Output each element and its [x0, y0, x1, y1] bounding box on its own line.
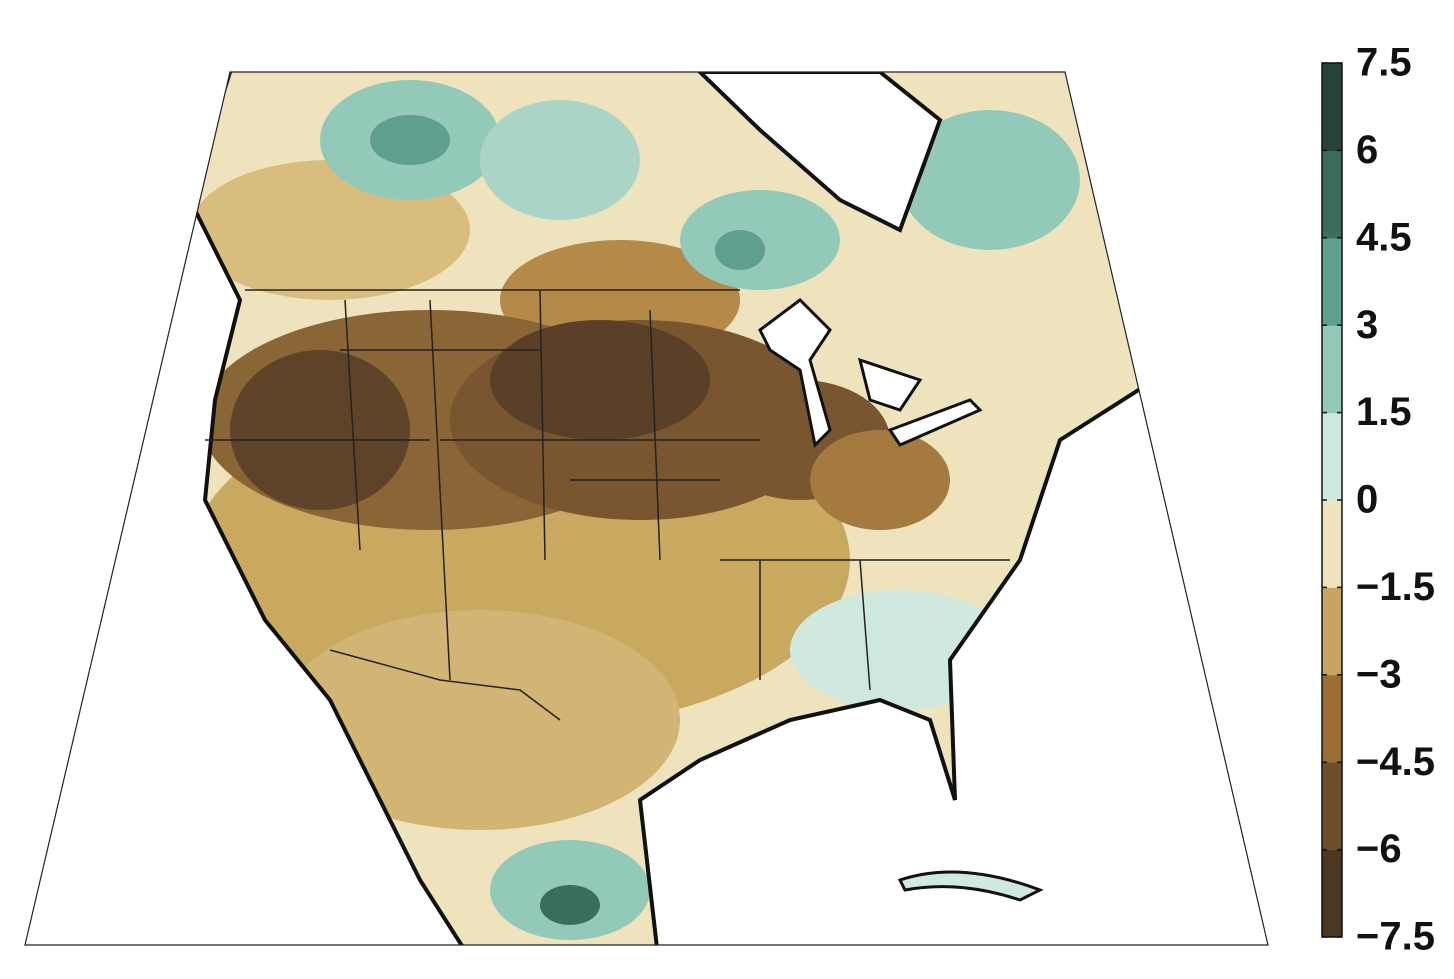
map-region [540, 885, 600, 925]
colorbar-tick-label: −1.5 [1356, 565, 1435, 609]
colorbar-band [1322, 849, 1342, 938]
colorbar-band [1322, 674, 1342, 763]
atlantic-gulf [637, 296, 1268, 945]
map-region [810, 430, 950, 530]
borders [205, 289, 1010, 721]
colorbar-tick-label: 4.5 [1356, 215, 1412, 259]
map-region [715, 230, 765, 270]
map [25, 72, 1268, 945]
map-frame [24, 71, 1269, 946]
colorbar-band [1322, 63, 1342, 151]
colorbar-tick-label: −4.5 [1356, 740, 1435, 784]
colorbar-tick-label: −6 [1356, 827, 1402, 871]
map-region [230, 350, 410, 510]
colorbar-band [1322, 237, 1342, 326]
colorbar-band [1322, 500, 1342, 588]
colorbar-band [1322, 762, 1342, 851]
colorbar-tick-label: 3 [1356, 303, 1378, 347]
colorbar-band [1322, 412, 1342, 501]
map-region [480, 100, 640, 220]
colorbar: 7.5 6 4.5 3 1.5 0 −1.5 −3 −4.5 −6 −7.5 [1321, 41, 1435, 959]
colorbar-tick-label: −3 [1356, 652, 1402, 696]
colorbar-tick-label: −7.5 [1356, 915, 1435, 959]
colorbar-tick-label: 7.5 [1356, 41, 1412, 85]
map-region [370, 115, 450, 165]
map-region [900, 110, 1080, 250]
hudson-bay [695, 72, 943, 233]
colorbar-tick-label: 0 [1356, 478, 1378, 522]
cuba [897, 870, 1044, 902]
great-lakes [758, 298, 983, 449]
colorbar-tick-label: 6 [1356, 128, 1378, 172]
colorbar-band [1322, 150, 1342, 239]
map-region [280, 610, 680, 830]
map-region [490, 320, 710, 440]
colorbar-tick-label: 1.5 [1356, 390, 1412, 434]
colorbar-band [1322, 587, 1342, 676]
colorbar-band [1322, 325, 1342, 414]
